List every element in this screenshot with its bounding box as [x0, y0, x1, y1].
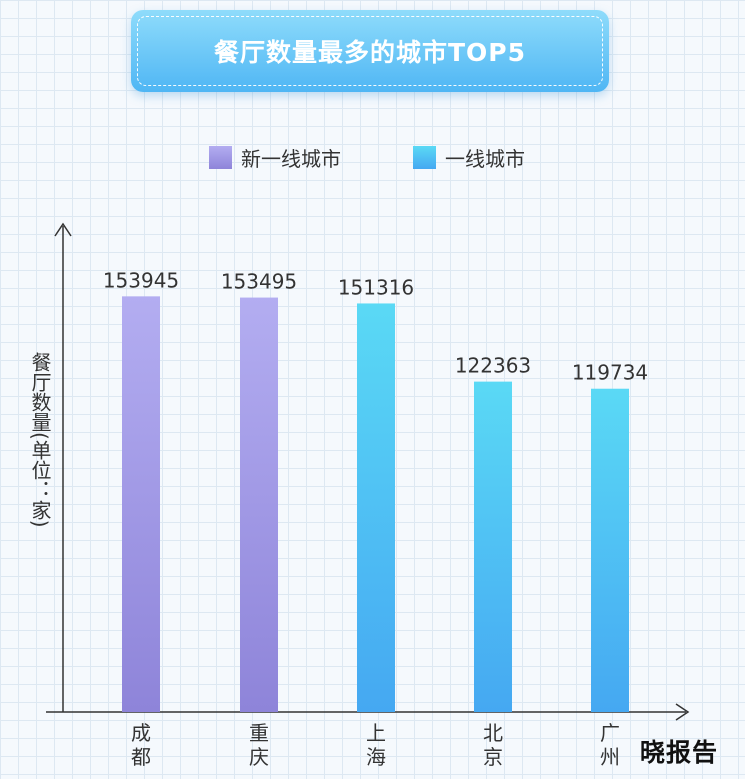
x-tick-label-1-char-1: 庆 — [249, 745, 269, 769]
legend-swatch-tier1 — [413, 146, 436, 169]
y-axis-label: 餐厅数量(单位：家) — [28, 352, 52, 528]
watermark-logo: 晓报告 — [640, 738, 719, 767]
legend-item-new-tier1: 新一线城市 — [209, 143, 341, 172]
legend-swatch-new-tier1 — [209, 146, 232, 169]
x-tick-label-2-char-0: 上 — [366, 721, 386, 745]
bar-0 — [122, 296, 160, 712]
data-label-4: 119734 — [572, 361, 648, 385]
legend-label-tier1: 一线城市 — [445, 147, 525, 171]
chart-title-frame: 餐厅数量最多的城市TOP5 — [137, 16, 603, 86]
x-tick-label-2-char-1: 海 — [366, 745, 386, 769]
bar-3 — [474, 381, 512, 712]
x-tick-label-4-char-0: 广 — [600, 721, 620, 745]
x-tick-label-0-char-1: 都 — [131, 745, 151, 769]
bar-1 — [240, 297, 278, 712]
legend-item-tier1: 一线城市 — [413, 143, 525, 172]
chart-title-banner: 餐厅数量最多的城市TOP5 — [131, 10, 609, 92]
y-axis — [54, 222, 72, 712]
data-label-1: 153495 — [221, 270, 297, 294]
chart-title: 餐厅数量最多的城市TOP5 — [213, 38, 527, 67]
legend-label-new-tier1: 新一线城市 — [241, 147, 341, 171]
x-tick-label-1-char-0: 重 — [249, 721, 269, 745]
data-label-3: 122363 — [455, 354, 531, 378]
bar-2 — [357, 303, 395, 712]
data-label-2: 151316 — [338, 275, 414, 299]
x-tick-label-0-char-0: 成 — [131, 721, 151, 745]
data-label-0: 153945 — [103, 268, 179, 292]
bar-4 — [591, 388, 629, 712]
x-tick-label-4-char-1: 州 — [600, 745, 620, 769]
x-tick-label-3-char-0: 北 — [483, 721, 503, 745]
x-tick-label-3-char-1: 京 — [483, 745, 503, 769]
